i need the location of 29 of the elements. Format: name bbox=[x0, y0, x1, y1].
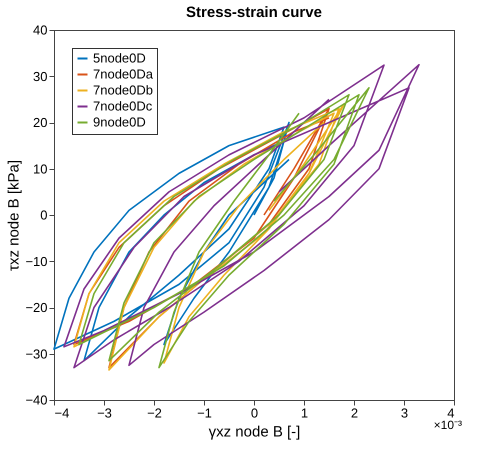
x-tick-label: −2 bbox=[147, 406, 162, 420]
x-tick-label: 4 bbox=[447, 406, 454, 420]
legend-label: 7node0Dc bbox=[93, 98, 153, 114]
legend-label: 5node0D bbox=[93, 50, 146, 66]
chart-title: Stress-strain curve bbox=[186, 4, 322, 21]
y-tick-label: −40 bbox=[25, 392, 48, 408]
x-tick-label: −3 bbox=[97, 406, 112, 420]
text: ×10⁻³ bbox=[434, 418, 462, 432]
x-tick-label: 0 bbox=[250, 406, 258, 420]
y-tick-label: −30 bbox=[25, 346, 48, 362]
x-tick-label: 3 bbox=[400, 406, 408, 420]
y-axis-title: τxz node B [kPa] bbox=[5, 160, 22, 271]
y-tick-label: 30 bbox=[33, 68, 48, 84]
legend-label: 7node0Db bbox=[93, 82, 153, 98]
legend-label: 9node0D bbox=[93, 114, 146, 130]
line-series bbox=[63, 64, 420, 368]
x-tick-label: −4 bbox=[54, 406, 70, 420]
y-tick-label: 20 bbox=[33, 115, 48, 130]
x-tick-label: 1 bbox=[300, 406, 308, 420]
line-series bbox=[78, 87, 370, 368]
y-tick-label: −10 bbox=[25, 254, 48, 269]
x-tick-label: 2 bbox=[350, 406, 358, 420]
y-tick-label: 10 bbox=[33, 161, 48, 176]
y-tick-label: 0 bbox=[40, 208, 48, 222]
x-tick-label: −1 bbox=[197, 406, 212, 420]
x-axis-title: γxz node B [-] bbox=[208, 424, 300, 440]
y-tick-label: −20 bbox=[25, 300, 48, 315]
legend-label: 7node0Da bbox=[93, 66, 154, 82]
y-tick-label: 40 bbox=[33, 22, 48, 38]
